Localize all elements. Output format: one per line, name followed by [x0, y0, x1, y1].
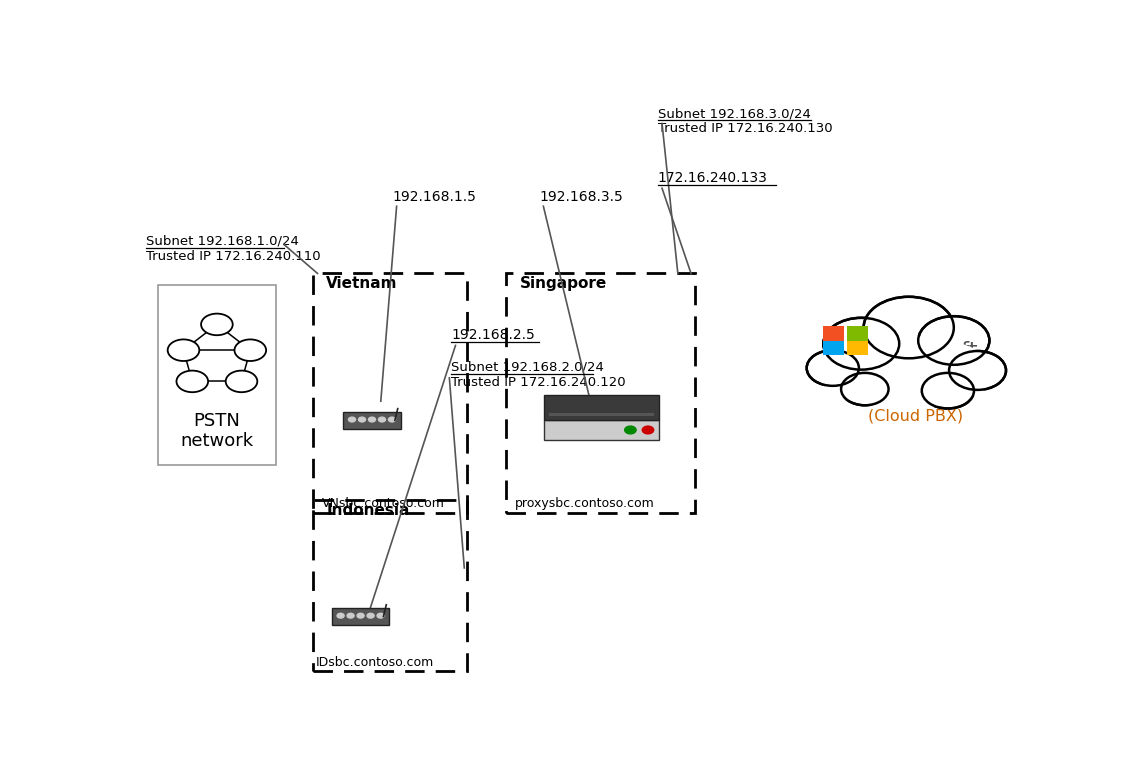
Circle shape	[235, 340, 266, 361]
Text: Microsoft: Microsoft	[878, 341, 979, 361]
Bar	[313, 273, 467, 513]
Circle shape	[367, 613, 374, 618]
Text: Trusted IP 172.16.240.110: Trusted IP 172.16.240.110	[146, 249, 321, 263]
Text: Indonesia: Indonesia	[327, 502, 409, 517]
Ellipse shape	[818, 336, 996, 409]
Text: VNsbc.contoso.com: VNsbc.contoso.com	[322, 497, 445, 510]
Bar	[847, 340, 868, 355]
Text: 172.16.240.133: 172.16.240.133	[658, 171, 768, 185]
Text: Trusted IP 172.16.240.120: Trusted IP 172.16.240.120	[451, 375, 626, 389]
Bar	[507, 273, 695, 513]
Text: Singapore: Singapore	[519, 277, 607, 291]
Text: PSTN
network: PSTN network	[180, 411, 254, 450]
Circle shape	[177, 371, 209, 392]
Text: Subnet 192.168.2.0/24: Subnet 192.168.2.0/24	[451, 361, 604, 374]
Circle shape	[337, 613, 344, 618]
Bar	[344, 412, 400, 428]
Circle shape	[823, 318, 899, 370]
Text: Subnet 192.168.3.0/24: Subnet 192.168.3.0/24	[658, 108, 811, 121]
Circle shape	[348, 417, 356, 422]
Text: Trusted IP 172.16.240.130: Trusted IP 172.16.240.130	[658, 122, 832, 136]
Circle shape	[358, 417, 365, 422]
Circle shape	[379, 417, 386, 422]
Bar	[544, 395, 659, 420]
Bar	[823, 340, 844, 355]
Circle shape	[369, 417, 375, 422]
Circle shape	[864, 297, 954, 358]
Circle shape	[841, 373, 889, 405]
Bar	[549, 414, 654, 416]
Circle shape	[347, 613, 354, 618]
Bar	[313, 499, 467, 671]
Circle shape	[919, 316, 989, 365]
Bar	[847, 326, 868, 340]
Text: proxysbc.contoso.com: proxysbc.contoso.com	[515, 497, 655, 510]
Text: (Cloud PBX): (Cloud PBX)	[868, 409, 963, 424]
Circle shape	[625, 426, 636, 434]
Text: 192.168.3.5: 192.168.3.5	[539, 190, 623, 204]
Circle shape	[168, 340, 200, 361]
Text: 192.168.1.5: 192.168.1.5	[392, 190, 476, 204]
Text: 192.168.2.5: 192.168.2.5	[451, 329, 535, 343]
Text: Phone System: Phone System	[858, 383, 972, 398]
Circle shape	[378, 613, 384, 618]
Circle shape	[922, 373, 974, 408]
Circle shape	[949, 351, 1006, 390]
Bar	[332, 608, 389, 625]
Text: IDsbc.contoso.com: IDsbc.contoso.com	[315, 656, 434, 668]
Circle shape	[226, 371, 257, 392]
Circle shape	[357, 613, 364, 618]
Bar	[158, 285, 277, 465]
Bar	[544, 420, 659, 440]
Bar	[823, 326, 844, 340]
Circle shape	[389, 417, 396, 422]
Circle shape	[642, 426, 653, 434]
Circle shape	[201, 314, 232, 335]
Text: Subnet 192.168.1.0/24: Subnet 192.168.1.0/24	[146, 234, 299, 248]
Circle shape	[806, 351, 858, 386]
Text: Vietnam: Vietnam	[327, 277, 398, 291]
